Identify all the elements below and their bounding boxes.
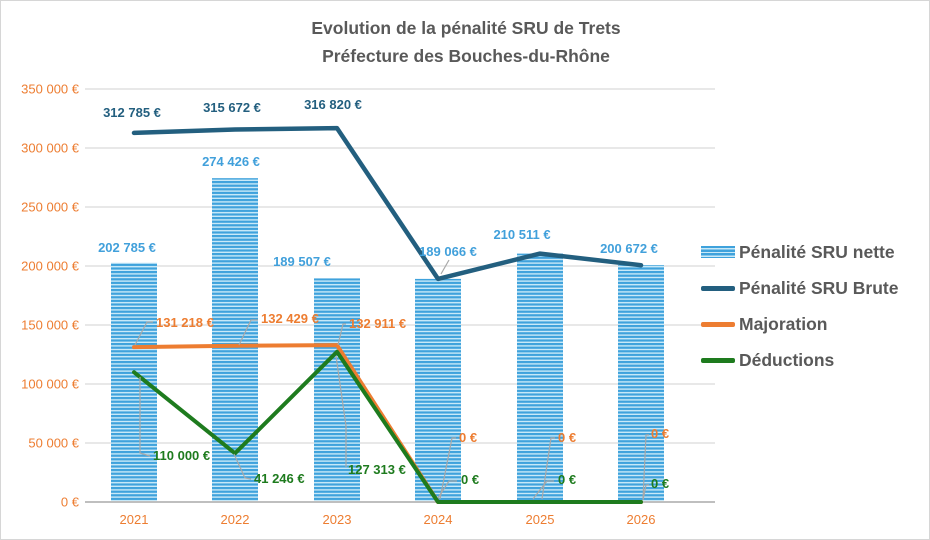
data-label-penalite-sru-nette-2026: 200 672 € [600,241,658,256]
bar-2022 [212,178,258,503]
x-axis-label-2023: 2023 [323,512,352,527]
data-label-majoration-2024: 0 € [459,430,477,445]
leader-line-majoration-2022 [238,319,258,346]
green-line-swatch-icon [701,357,735,363]
bar-2021 [111,262,157,502]
data-label-majoration-2025: 0 € [558,430,576,445]
leader-line-deductions-2025 [532,480,554,500]
legend: Pénalité SRU nette Pénalité SRU Brute Ma… [701,234,898,378]
y-axis-label-350000: 350 000 € [21,82,80,97]
data-label-majoration-2021: 131 218 € [156,315,214,330]
leader-line-majoration-2025 [541,437,555,500]
y-axis-label-250000: 250 000 € [21,200,80,215]
leader-line-deductions-2022 [233,453,252,480]
leader-line-deductions-2026 [642,484,649,501]
x-axis-label-2025: 2025 [526,512,555,527]
x-axis-label-2026: 2026 [627,512,656,527]
x-axis-label-2022: 2022 [221,512,250,527]
data-label-deductions-2022: 41 246 € [254,471,305,486]
dark-blue-line-swatch-icon [701,285,735,291]
data-label-penalite-sru-brute-2021: 312 785 € [103,105,161,120]
legend-label-deductions: Déductions [739,349,835,370]
data-label-penalite-sru-nette-2025: 210 511 € [493,227,550,242]
striped-bar-swatch-icon [701,246,735,258]
bar-2026 [618,265,664,502]
bar-2025 [517,253,563,502]
data-labels: 202 785 € 274 426 € 189 507 € 189 066 € 210 … [98,97,669,491]
line-series [131,125,644,504]
y-axis-label-200000: 200 000 € [21,259,80,274]
y-axis-label-300000: 300 000 € [21,141,80,156]
leader-line-penalite-sru-nette-2024 [440,259,450,275]
bar-2024 [415,278,461,502]
data-label-majoration-2023: 132 911 € [349,316,406,331]
y-axis-label-0: 0 € [61,495,80,510]
leader-line-majoration-2023 [337,323,346,346]
legend-item-deductions: Déductions [701,342,898,378]
y-axis-label-50000: 50 000 € [28,436,79,451]
data-label-penalite-sru-nette-2021: 202 785 € [98,240,156,255]
line-penalite-sru-brute [131,125,644,282]
data-label-penalite-sru-nette-2024: 189 066 € [419,244,477,259]
leader-line-deductions-2024 [437,480,457,499]
legend-item-penalite-sru-nette: Pénalité SRU nette [701,234,898,270]
legend-label-majoration: Majoration [739,313,828,334]
orange-line-swatch-icon [701,321,735,327]
x-axis-label-2021: 2021 [120,512,149,527]
leader-line-majoration-2024 [439,437,456,500]
axis-labels: 0 € 50 000 € 100 000 € 150 000 € 200 000 € 25… [21,82,655,528]
data-label-deductions-2026: 0 € [651,476,669,491]
leader-line-deductions-2023 [335,355,347,467]
data-label-penalite-sru-nette-2022: 274 426 € [202,154,260,169]
y-axis-label-150000: 150 000 € [21,318,80,333]
data-label-penalite-sru-nette-2023: 189 507 € [273,254,331,269]
chart-title-line1: Evolution de la pénalité SRU de Trets [311,18,621,38]
legend-label-penalite-sru-brute: Pénalité SRU Brute [739,277,899,298]
data-label-majoration-2022: 132 429 € [261,311,319,326]
leader-line-majoration-2026 [642,434,649,500]
legend-item-penalite-sru-brute: Pénalité SRU Brute [701,270,898,306]
chart-title-line2: Préfecture des Bouches-du-Rhône [322,46,610,66]
line-deductions [132,349,643,504]
legend-label-penalite-sru-nette: Pénalité SRU nette [739,241,895,262]
x-axis-label-2024: 2024 [424,512,453,527]
data-label-deductions-2021: 110 000 € [153,448,210,463]
leader-lines [134,259,649,501]
chart-title: Evolution de la pénalité SRU de Trets Pr… [1,14,929,70]
data-label-penalite-sru-brute-2023: 316 820 € [304,97,362,112]
data-label-deductions-2025: 0 € [558,472,576,487]
legend-item-majoration: Majoration [701,306,898,342]
data-label-deductions-2024: 0 € [461,472,479,487]
data-label-majoration-2026: 0 € [651,426,669,441]
bar-2023 [314,278,360,502]
y-axis-label-100000: 100 000 € [21,377,80,392]
leader-line-deductions-2021 [139,377,151,457]
data-label-deductions-2023: 127 313 € [348,462,406,477]
leader-line-majoration-2021 [134,321,153,346]
data-label-penalite-sru-brute-2022: 315 672 € [203,100,261,115]
